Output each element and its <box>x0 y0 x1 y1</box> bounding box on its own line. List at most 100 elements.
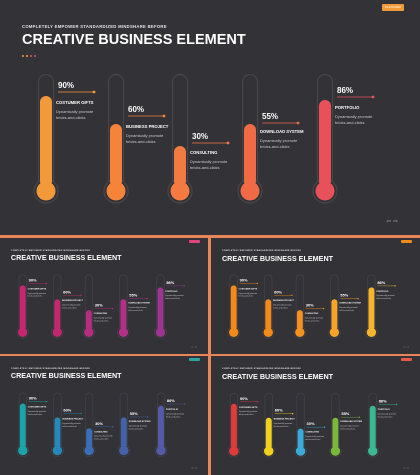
tube-fill <box>368 287 375 331</box>
item-desc-line-1: Dynamically promote <box>94 316 112 319</box>
item-desc-line-2: bricks-and-clicks <box>94 320 109 322</box>
percent-label: 86% <box>377 280 385 285</box>
percent-label: 55% <box>341 411 349 416</box>
pointer-dot <box>395 403 398 405</box>
slide-title: CREATIVE BUSINESS ELEMENT <box>221 253 334 263</box>
slide-nav-arrows[interactable]: ⇦ ⇨ <box>191 345 198 350</box>
slide-orange[interactable]: COMPLETELY EMPOWER STANDARDIZED MINDSHAR… <box>211 238 420 354</box>
slide-nav-arrows[interactable]: ⇦ ⇨ <box>403 466 410 471</box>
pointer-dot <box>45 400 48 403</box>
tube-fill <box>120 299 127 331</box>
accent-dot <box>34 55 36 57</box>
percent-label: 60% <box>63 407 71 412</box>
slide-title: CREATIVE BUSINESS ELEMENT <box>22 32 246 48</box>
item-desc-line-1: Dynamically promote <box>62 304 80 307</box>
slide-nav-arrows[interactable]: ⇦ ⇨ <box>403 345 410 350</box>
item-desc-line-2: bricks-and-clicks <box>28 296 43 298</box>
slide-magenta[interactable]: COMPLETELY EMPOWER STANDARDIZED MINDSHAR… <box>0 238 208 354</box>
bulb-fill <box>84 445 94 456</box>
item-desc-line-2: bricks-and-clicks <box>335 120 365 125</box>
bulb-fill <box>229 446 239 456</box>
item-desc-line-2: bricks-and-clicks <box>274 425 289 428</box>
tube-fill <box>174 146 186 187</box>
bulb-fill <box>52 445 63 456</box>
thermometer-2: 60% BUSINESS PROJECT Dynamically promotebr… <box>51 392 84 457</box>
item-desc-line-1: Dynamically promote <box>128 306 146 309</box>
accent-dot <box>22 55 24 57</box>
item-title: DOWNLOAD SYSTEM <box>339 302 361 305</box>
tube-fill <box>85 310 92 331</box>
item-desc-line-1: Dynamically promote <box>376 294 394 297</box>
slide-rainbow[interactable]: COMPLETELY EMPOWER STANDARDIZED MINDSHAR… <box>211 356 420 475</box>
accent-dot <box>30 55 32 57</box>
slide-subtitle: COMPLETELY EMPOWER STANDARDIZED MINDSHAR… <box>10 367 91 370</box>
item-title: BUSINESS PROJECT <box>62 300 84 302</box>
item-desc-line-1: Dynamically promote <box>274 422 293 425</box>
item-desc-line-1: Dynamically promote <box>378 413 397 416</box>
item-desc-line-2: bricks-and-clicks <box>128 310 143 312</box>
item-title: CONSULTING <box>306 432 320 434</box>
tube-fill <box>120 417 127 449</box>
item-desc-line-1: Dynamically promote <box>62 422 80 425</box>
bulb-fill <box>52 327 62 337</box>
bulb-fill <box>36 181 56 201</box>
item-desc-line-1: Dynamically promote <box>339 306 357 309</box>
item-desc-line-2: bricks-and-clicks <box>166 416 181 418</box>
tube-fill <box>244 124 256 187</box>
slide-orange-red[interactable]: COMPLETELY EMPOWER STANDARDIZED MINDSHAR… <box>0 0 420 235</box>
pointer-dot <box>184 403 186 405</box>
item-desc-line-1: Dynamically promote <box>305 316 323 319</box>
slide-blue-teal[interactable]: COMPLETELY EMPOWER STANDARDIZED MINDSHAR… <box>0 356 208 475</box>
tube-fill <box>297 428 304 450</box>
tube-fill <box>40 96 52 187</box>
pointer-dot <box>394 285 396 287</box>
item-desc-line-1: Dynamically promote <box>273 304 291 307</box>
percent-label: 55% <box>262 112 278 121</box>
percent-label: 30% <box>307 421 315 426</box>
item-desc-line-1: Dynamically promote <box>306 435 325 438</box>
percent-label: 90% <box>240 396 248 401</box>
corner-tag-label: PLATFORM <box>384 5 402 9</box>
pointer-dot <box>162 114 166 118</box>
slide-subtitle: COMPLETELY EMPOWER STANDARDIZED MINDSHAR… <box>221 249 302 252</box>
item-desc-line-2: bricks-and-clicks <box>190 165 220 170</box>
slide-nav-arrows[interactable]: ⇦ ⇨ <box>191 466 198 471</box>
percent-label: 90% <box>58 81 74 90</box>
slide-subtitle: COMPLETELY EMPOWER STANDARDIZED MINDSHAR… <box>10 249 91 252</box>
bulb-fill <box>229 327 239 337</box>
bulb-fill <box>295 446 306 456</box>
bulb-fill <box>263 327 273 337</box>
thermometer-2: 60% BUSINESS PROJECT Dynamically promotebr… <box>51 274 84 339</box>
percent-label: 86% <box>337 86 353 95</box>
pointer-dot <box>323 426 326 428</box>
pointer-dot <box>146 298 148 300</box>
item-desc-line-2: bricks-and-clicks <box>62 426 77 428</box>
percent-label: 30% <box>306 303 314 308</box>
percent-label: 86% <box>167 398 175 403</box>
percent-label: 60% <box>128 105 144 114</box>
slide-nav-arrows[interactable]: ⇦ ⇨ <box>386 219 398 225</box>
percent-label: 86% <box>166 280 174 285</box>
pointer-dot <box>80 294 82 296</box>
bulb-fill <box>315 181 335 201</box>
item-title: BUSINESS PROJECT <box>274 419 296 421</box>
item-title: DOWNLOAD SYSTEM <box>128 302 150 305</box>
item-desc-line-1: Dynamically promote <box>165 294 183 297</box>
pointer-dot <box>146 416 149 418</box>
bulb-fill <box>329 327 340 337</box>
bulb-fill <box>119 445 129 456</box>
item-title: COSTUMER GIFTS <box>239 407 258 409</box>
item-desc-line-2: bricks-and-clicks <box>129 428 144 430</box>
item-desc-line-2: bricks-and-clicks <box>126 139 156 144</box>
bulb-fill <box>240 181 260 201</box>
bulb-fill <box>367 446 378 456</box>
bulb-fill <box>330 446 341 456</box>
